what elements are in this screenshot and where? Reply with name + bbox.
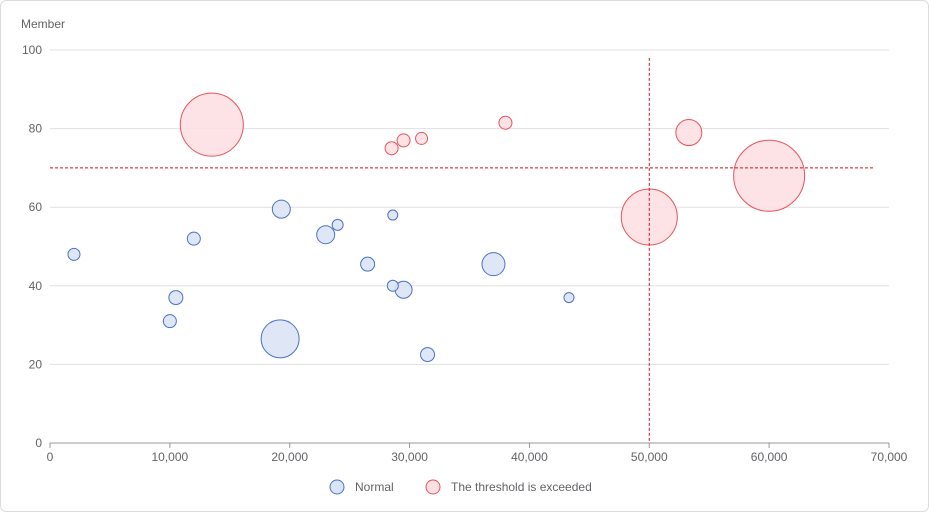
x-tick-label: 50,000 [631, 450, 668, 464]
normal-bubble [67, 247, 81, 261]
y-axis-title: Member [21, 17, 65, 31]
y-tick-label: 80 [29, 122, 43, 136]
axes: 0 20 40 60 80 100 0 10,000 20,000 30,000 40,000 50,… [22, 43, 908, 464]
exceeded-bubble [620, 188, 678, 246]
normal-bubble [387, 209, 399, 221]
bubbles [67, 92, 806, 363]
x-tick-label: 0 [47, 450, 54, 464]
exceeded-bubble [396, 133, 411, 148]
y-tick-label: 40 [29, 279, 43, 293]
legend-normal-marker [329, 479, 345, 495]
x-tick-label: 10,000 [152, 450, 189, 464]
y-tick-label: 0 [35, 436, 42, 450]
normal-bubble [271, 199, 291, 219]
normal-bubble [162, 314, 177, 329]
normal-bubble [316, 225, 336, 245]
exceeded-bubble [498, 115, 513, 130]
legend: Normal The threshold is exceeded [329, 479, 592, 495]
x-tick-label: 20,000 [271, 450, 308, 464]
exceeded-bubble [384, 141, 399, 156]
normal-bubble [563, 292, 575, 304]
x-tick-label: 70,000 [871, 450, 908, 464]
exceeded-bubble [415, 131, 429, 145]
legend-normal-label: Normal [355, 480, 394, 494]
exceeded-bubble [179, 92, 244, 157]
exceeded-bubble [733, 139, 806, 212]
normal-bubble [260, 319, 300, 359]
y-tick-label: 60 [29, 200, 43, 214]
exceeded-bubble [675, 119, 703, 147]
x-tick-label: 30,000 [391, 450, 428, 464]
normal-bubble [331, 218, 344, 231]
normal-bubble [420, 347, 436, 363]
normal-bubble [360, 256, 376, 272]
x-tick-label: 40,000 [511, 450, 548, 464]
legend-exceeded-marker [425, 479, 441, 495]
x-tick-label: 60,000 [751, 450, 788, 464]
y-tick-label: 20 [29, 357, 43, 371]
normal-bubble [168, 290, 184, 306]
legend-exceeded-label: The threshold is exceeded [451, 480, 592, 494]
normal-bubble [481, 252, 506, 277]
y-tick-label: 100 [22, 43, 42, 57]
normal-bubble [386, 279, 399, 292]
threshold-lines [50, 57, 875, 443]
normal-bubble [186, 231, 201, 246]
